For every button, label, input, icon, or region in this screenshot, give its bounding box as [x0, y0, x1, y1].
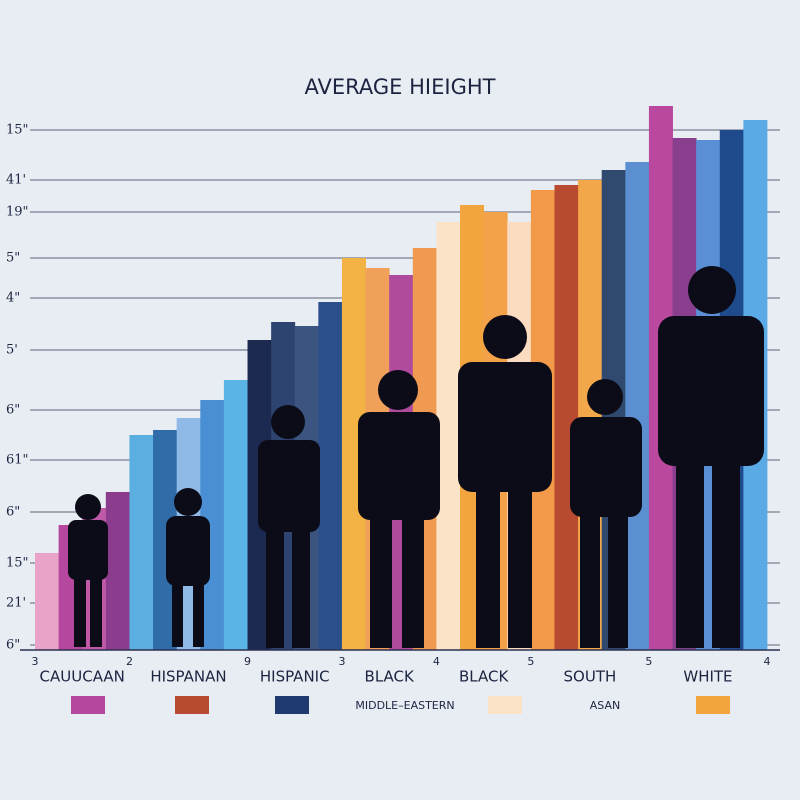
- silhouette: [258, 405, 320, 648]
- y-tick-label: 41': [6, 173, 26, 188]
- y-tick-label: 6": [6, 403, 20, 418]
- bar: [129, 435, 154, 650]
- silhouette: [358, 370, 440, 648]
- boundary-label: 4: [433, 655, 440, 668]
- silhouettes: [68, 266, 764, 648]
- boundary-label: 5: [527, 655, 534, 668]
- legend-swatch: [175, 696, 209, 714]
- boundary-label: 3: [338, 655, 345, 668]
- silhouette: [570, 379, 642, 648]
- silhouette: [68, 494, 108, 647]
- x-tick-label: WHITE: [683, 668, 732, 686]
- x-tick-label: BLACK: [459, 668, 509, 686]
- silhouette: [166, 488, 210, 647]
- x-tick-label: CAUUCAAN: [40, 668, 125, 686]
- bar: [318, 302, 343, 650]
- bar: [105, 492, 130, 650]
- y-tick-label: 15": [6, 123, 29, 138]
- silhouette: [658, 266, 764, 648]
- boundary-label: 3: [32, 655, 39, 668]
- boundary-label: 9: [244, 655, 251, 668]
- y-tick-label: 15": [6, 556, 29, 571]
- silhouette: [458, 315, 552, 648]
- bar: [35, 553, 60, 650]
- bar: [223, 380, 248, 650]
- legend-label: MIDDLE–EASTERN: [355, 699, 454, 712]
- bar: [554, 185, 579, 650]
- y-tick-label: 19": [6, 205, 29, 220]
- bar: [436, 222, 461, 650]
- legend-swatch: [275, 696, 309, 714]
- labels: 15" 41' 19" 5" 4" 5' 6" 61" 6" 15" 21' 6" CAUUCAAN HI…: [6, 123, 771, 714]
- x-tick-label: HISPANAN: [150, 668, 226, 686]
- y-tick-label: 5": [6, 251, 20, 266]
- bar: [625, 162, 650, 650]
- y-tick-label: 5': [6, 343, 18, 358]
- y-tick-label: 6": [6, 638, 20, 653]
- legend-swatch: [696, 696, 730, 714]
- x-tick-label: HISPANIC: [260, 668, 330, 686]
- x-tick-label: BLACK: [365, 668, 415, 686]
- boundary-label: 5: [645, 655, 652, 668]
- boundary-label: 2: [126, 655, 133, 668]
- legend-swatch: [71, 696, 105, 714]
- legend-label: ASAN: [590, 699, 620, 712]
- chart-title: AVERAGE HIEIGHT: [305, 75, 496, 99]
- x-tick-label: SOUTH: [564, 668, 617, 686]
- y-tick-label: 61": [6, 453, 29, 468]
- y-tick-label: 6": [6, 505, 20, 520]
- y-tick-label: 4": [6, 291, 20, 306]
- legend-swatch: [488, 696, 522, 714]
- y-tick-label: 21': [6, 596, 26, 611]
- boundary-label: 4: [764, 655, 771, 668]
